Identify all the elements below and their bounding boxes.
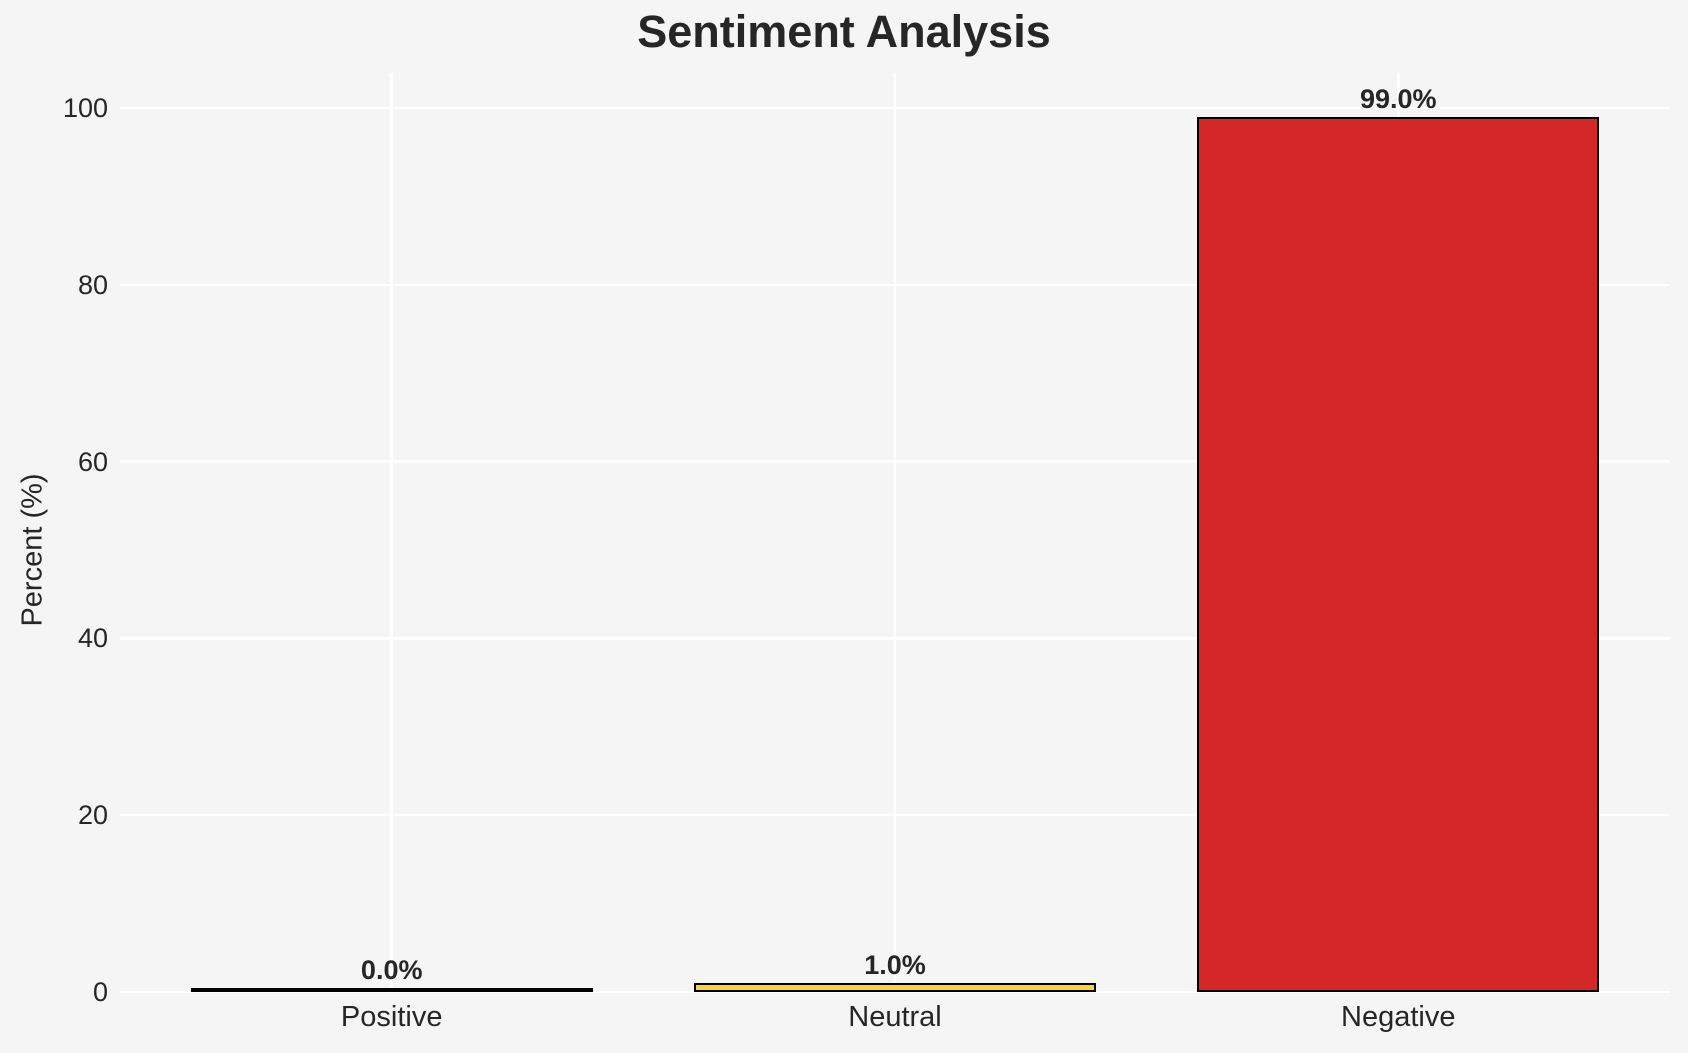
y-tick-label: 80 [77,269,108,300]
gridline-horizontal [120,990,1670,994]
bar-value-label: 1.0% [864,950,926,981]
y-tick-label: 100 [62,93,108,123]
gridline-vertical [893,73,897,992]
y-tick-label: 60 [77,446,108,477]
bar-positive [190,988,593,992]
bar-value-label: 99.0% [1360,83,1437,114]
y-tick-label: 0 [92,977,108,1007]
y-axis-label: Percent (%) [16,473,49,627]
chart-title: Sentiment Analysis [637,6,1051,57]
bar-negative [1197,116,1600,992]
plot-area: 0.0% 1.0% 99.0% [120,73,1670,994]
gridline-vertical [390,73,393,992]
x-category-label: Negative [1341,1001,1456,1033]
y-tick-label: 20 [77,800,108,831]
bar-neutral [694,983,1096,992]
x-category-label: Neutral [848,1001,942,1033]
y-tick-label: 40 [77,623,108,654]
bar-value-label: 0.0% [360,955,423,985]
x-category-label: Positive [340,1001,443,1033]
